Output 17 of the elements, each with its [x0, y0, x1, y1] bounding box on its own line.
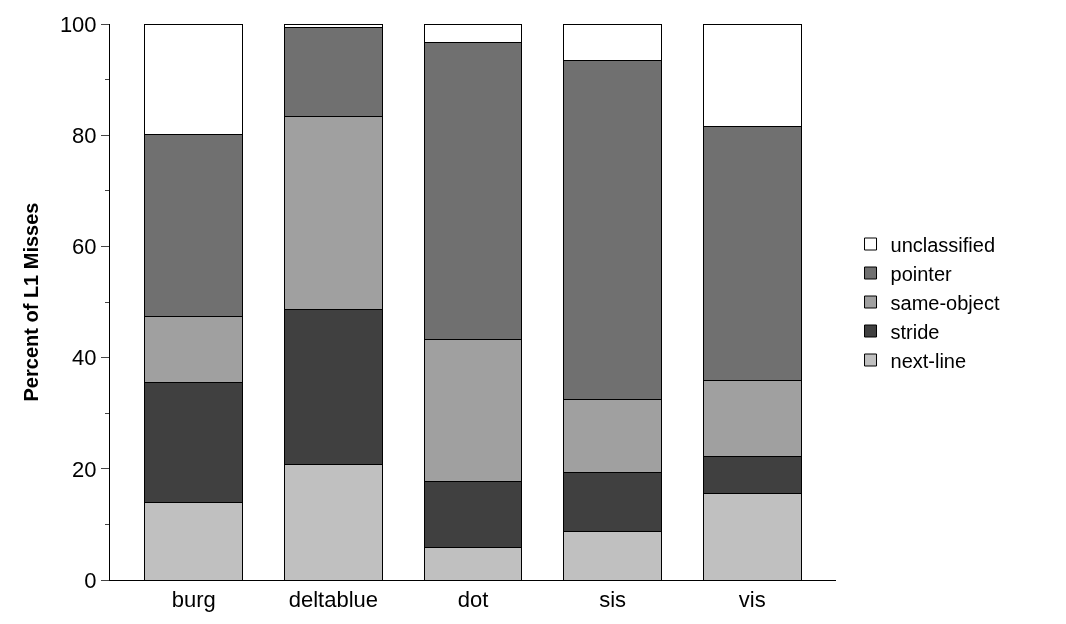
y-tick-label: 80 — [72, 122, 97, 148]
legend-label: next-line — [890, 349, 967, 372]
y-axis-title: Percent of L1 Misses — [20, 202, 43, 402]
y-tick-label: 20 — [72, 456, 97, 482]
x-tick-label: vis — [738, 587, 766, 613]
y-tick-label: 0 — [84, 567, 97, 593]
x-tick-label: burg — [171, 587, 216, 613]
y-tick-label: 40 — [72, 345, 97, 371]
legend-label: stride — [890, 320, 940, 343]
y-tick-label: 100 — [59, 11, 97, 37]
x-tick-label: sis — [599, 587, 627, 613]
y-tick-label: 60 — [72, 234, 97, 260]
legend-label: same-object — [890, 291, 1000, 314]
legend-label: pointer — [890, 262, 953, 285]
legend-label: unclassified — [890, 233, 996, 256]
x-tick-label: dot — [457, 587, 489, 613]
x-tick-label: deltablue — [288, 587, 379, 613]
